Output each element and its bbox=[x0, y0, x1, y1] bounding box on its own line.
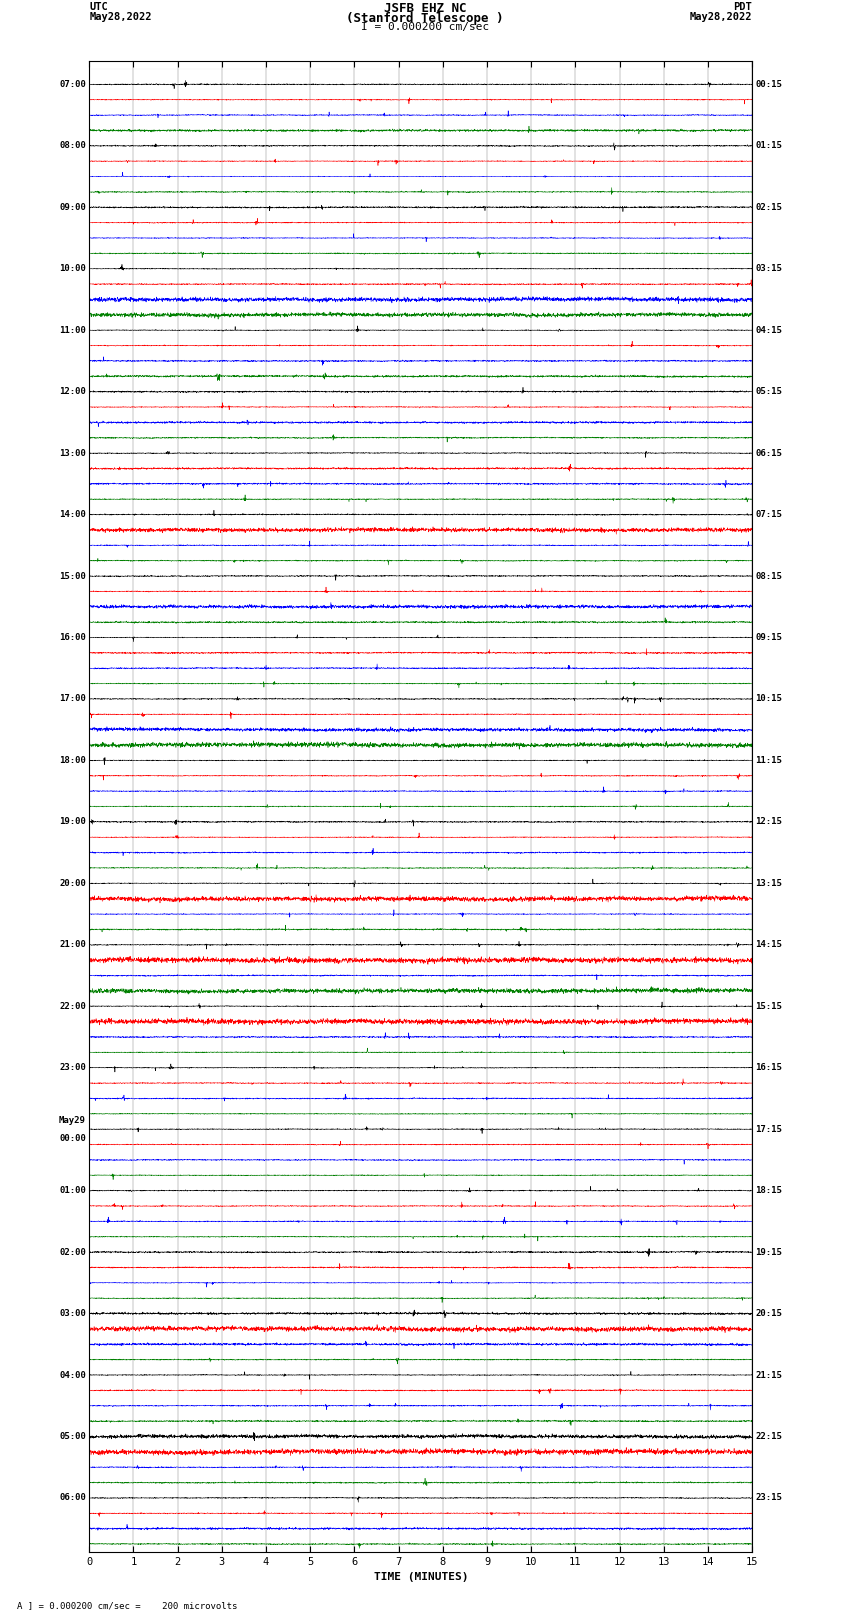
Text: UTC: UTC bbox=[89, 3, 108, 13]
Text: 20:00: 20:00 bbox=[59, 879, 86, 887]
Text: 23:15: 23:15 bbox=[756, 1494, 783, 1502]
Text: 12:00: 12:00 bbox=[59, 387, 86, 397]
Text: 18:15: 18:15 bbox=[756, 1186, 783, 1195]
Text: 00:00: 00:00 bbox=[59, 1134, 86, 1142]
Text: May28,2022: May28,2022 bbox=[689, 11, 752, 23]
X-axis label: TIME (MINUTES): TIME (MINUTES) bbox=[373, 1573, 468, 1582]
Text: 05:00: 05:00 bbox=[59, 1432, 86, 1440]
Text: 22:15: 22:15 bbox=[756, 1432, 783, 1440]
Text: 15:15: 15:15 bbox=[756, 1002, 783, 1011]
Text: 23:00: 23:00 bbox=[59, 1063, 86, 1073]
Text: 11:00: 11:00 bbox=[59, 326, 86, 334]
Text: 19:00: 19:00 bbox=[59, 818, 86, 826]
Text: 20:15: 20:15 bbox=[756, 1310, 783, 1318]
Text: 04:15: 04:15 bbox=[756, 326, 783, 334]
Text: 08:00: 08:00 bbox=[59, 142, 86, 150]
Text: May29: May29 bbox=[59, 1116, 86, 1124]
Text: PDT: PDT bbox=[734, 3, 752, 13]
Text: 17:15: 17:15 bbox=[756, 1124, 783, 1134]
Text: 15:00: 15:00 bbox=[59, 571, 86, 581]
Text: (Stanford Telescope ): (Stanford Telescope ) bbox=[346, 11, 504, 26]
Text: 02:00: 02:00 bbox=[59, 1247, 86, 1257]
Text: 11:15: 11:15 bbox=[756, 756, 783, 765]
Text: 13:00: 13:00 bbox=[59, 448, 86, 458]
Text: 03:15: 03:15 bbox=[756, 265, 783, 273]
Text: 13:15: 13:15 bbox=[756, 879, 783, 887]
Text: 16:00: 16:00 bbox=[59, 632, 86, 642]
Text: 03:00: 03:00 bbox=[59, 1310, 86, 1318]
Text: May28,2022: May28,2022 bbox=[89, 11, 152, 23]
Text: 21:00: 21:00 bbox=[59, 940, 86, 950]
Text: 09:15: 09:15 bbox=[756, 632, 783, 642]
Text: 01:15: 01:15 bbox=[756, 142, 783, 150]
Text: 02:15: 02:15 bbox=[756, 203, 783, 211]
Text: 04:00: 04:00 bbox=[59, 1371, 86, 1379]
Text: 00:15: 00:15 bbox=[756, 79, 783, 89]
Text: 10:15: 10:15 bbox=[756, 695, 783, 703]
Text: 14:00: 14:00 bbox=[59, 510, 86, 519]
Text: I = 0.000200 cm/sec: I = 0.000200 cm/sec bbox=[361, 23, 489, 32]
Text: 01:00: 01:00 bbox=[59, 1186, 86, 1195]
Text: 14:15: 14:15 bbox=[756, 940, 783, 950]
Text: 17:00: 17:00 bbox=[59, 695, 86, 703]
Text: 06:15: 06:15 bbox=[756, 448, 783, 458]
Text: 12:15: 12:15 bbox=[756, 818, 783, 826]
Text: 07:15: 07:15 bbox=[756, 510, 783, 519]
Text: 16:15: 16:15 bbox=[756, 1063, 783, 1073]
Text: 22:00: 22:00 bbox=[59, 1002, 86, 1011]
Text: JSFB EHZ NC: JSFB EHZ NC bbox=[383, 3, 467, 16]
Text: 09:00: 09:00 bbox=[59, 203, 86, 211]
Text: 06:00: 06:00 bbox=[59, 1494, 86, 1502]
Text: 21:15: 21:15 bbox=[756, 1371, 783, 1379]
Text: A ] = 0.000200 cm/sec =    200 microvolts: A ] = 0.000200 cm/sec = 200 microvolts bbox=[17, 1600, 237, 1610]
Text: 10:00: 10:00 bbox=[59, 265, 86, 273]
Text: 07:00: 07:00 bbox=[59, 79, 86, 89]
Text: 18:00: 18:00 bbox=[59, 756, 86, 765]
Text: 19:15: 19:15 bbox=[756, 1247, 783, 1257]
Text: 08:15: 08:15 bbox=[756, 571, 783, 581]
Text: 05:15: 05:15 bbox=[756, 387, 783, 397]
